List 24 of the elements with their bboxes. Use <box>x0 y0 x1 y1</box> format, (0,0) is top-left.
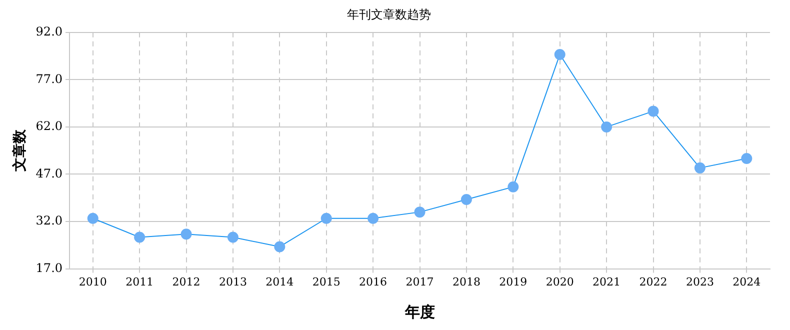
x-tick-label: 2012 <box>172 275 200 288</box>
x-axis-title: 年度 <box>404 302 435 321</box>
x-tick-label: 2011 <box>126 275 154 288</box>
x-tick-label: 2018 <box>452 275 480 288</box>
x-tick-label: 2010 <box>78 275 107 288</box>
y-tick-label: 32.0 <box>36 214 63 228</box>
y-tick-label: 17.0 <box>36 260 63 275</box>
y-tick-label: 47.0 <box>36 166 63 180</box>
x-tick-label: 2017 <box>406 275 434 288</box>
x-tick-label: 2019 <box>499 275 528 288</box>
x-tick-label: 2021 <box>592 275 621 288</box>
y-tick-label: 77.0 <box>36 72 63 86</box>
x-tick-label: 2023 <box>686 275 714 288</box>
x-tick-label: 2015 <box>312 275 340 288</box>
x-tick-label: 2013 <box>218 275 247 288</box>
y-tick-label: 92.0 <box>36 24 63 39</box>
x-tick-label: 2024 <box>732 275 761 288</box>
x-tick-label: 2020 <box>546 275 574 288</box>
x-tick-label: 2016 <box>359 275 388 288</box>
y-axis-title: 文章数 <box>11 128 28 173</box>
y-tick-label: 62.0 <box>36 119 63 134</box>
chart-title: 年刊文章数趋势 <box>347 7 431 22</box>
x-tick-label: 2014 <box>266 275 294 288</box>
x-tick-label: 2022 <box>639 275 668 288</box>
